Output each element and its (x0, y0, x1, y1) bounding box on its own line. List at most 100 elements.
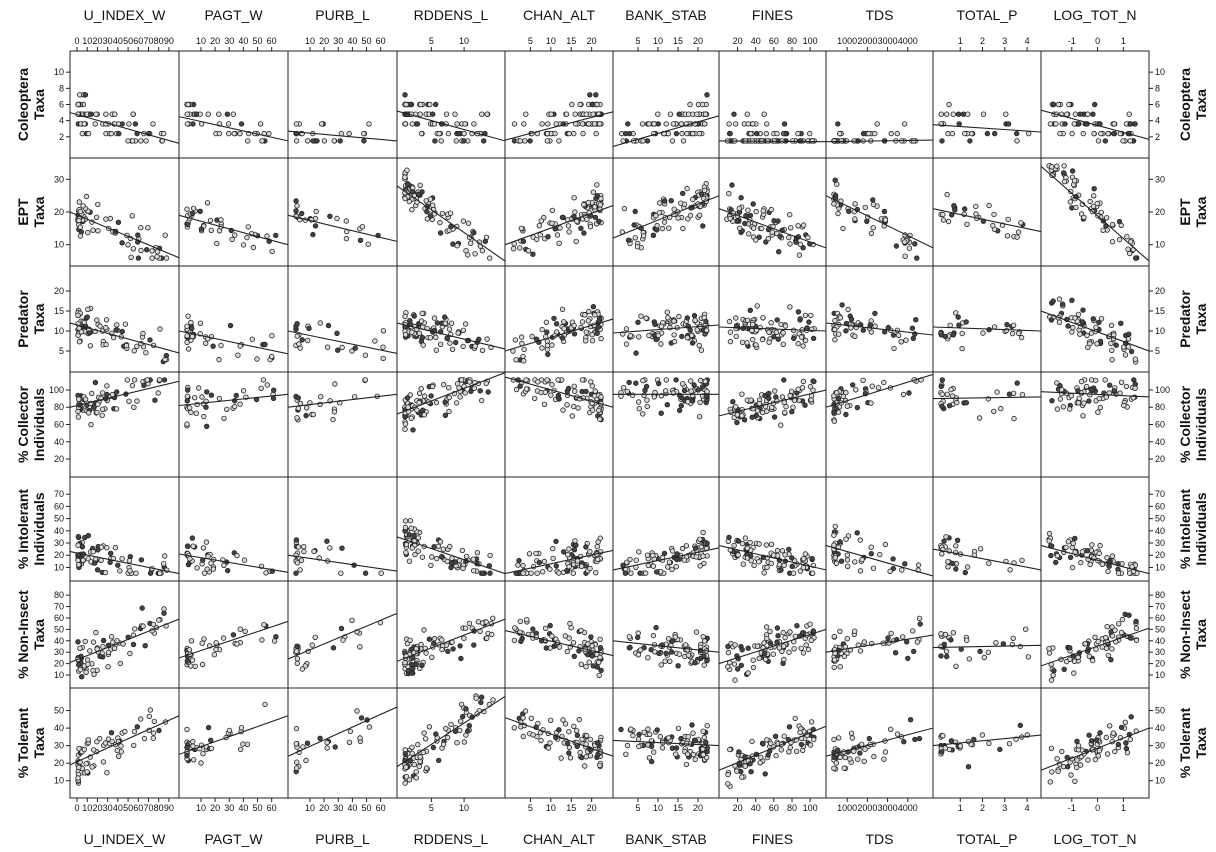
data-point (550, 545, 556, 552)
data-point (346, 130, 352, 137)
x-tick-label: 20 (693, 36, 703, 46)
panel-points (933, 310, 1041, 352)
data-point (938, 332, 945, 338)
data-point (1068, 393, 1074, 399)
data-point (745, 207, 751, 213)
data-point (1050, 672, 1056, 678)
data-point (143, 246, 150, 253)
data-point (831, 657, 838, 663)
fit-line (397, 322, 505, 350)
data-point (204, 566, 210, 572)
scatter-panel (825, 265, 934, 373)
data-point (1069, 329, 1075, 335)
data-point (984, 130, 991, 137)
data-point (671, 206, 677, 212)
data-point (124, 377, 130, 383)
fit-line (1041, 544, 1149, 575)
data-point (800, 378, 807, 385)
data-point (117, 660, 123, 667)
data-point (293, 765, 300, 771)
data-point (1120, 138, 1126, 144)
data-point (780, 341, 786, 347)
data-point (697, 536, 703, 542)
data-point (1015, 229, 1022, 235)
x-tick-label: 1000 (837, 803, 857, 813)
data-point (946, 403, 953, 409)
scatter-panel (932, 157, 1042, 267)
data-point (945, 564, 951, 570)
fit-line (288, 214, 397, 242)
x-tick-label: 1 (1121, 36, 1126, 46)
panel-points (826, 121, 933, 144)
data-point (690, 196, 696, 203)
x-tick-label: 0 (75, 36, 80, 46)
x-tick-label: 50 (362, 803, 372, 813)
data-point (636, 334, 642, 340)
x-tick-label: 4000 (898, 803, 918, 813)
data-point (1109, 357, 1115, 363)
data-point (644, 397, 650, 403)
data-point (184, 387, 191, 393)
data-point (689, 332, 695, 339)
data-point (646, 755, 653, 761)
panel-points (70, 377, 179, 428)
data-point (131, 377, 138, 383)
data-point (561, 549, 567, 555)
data-point (654, 727, 660, 733)
data-point (754, 408, 761, 414)
data-point (843, 536, 849, 542)
x-tick-label: 20 (693, 803, 703, 813)
data-point (860, 130, 867, 137)
row-header-left: EPTTaxa (15, 196, 47, 227)
data-point (553, 321, 560, 327)
panel-points (179, 200, 288, 255)
data-point (733, 121, 739, 127)
row-header-left: % IntolerantIndividuals (15, 489, 47, 569)
data-point (1014, 130, 1020, 137)
data-point (1128, 348, 1135, 355)
y-tick-label: 40 (1155, 526, 1165, 536)
x-tick-label: 20 (587, 803, 597, 813)
data-point (766, 329, 772, 335)
data-point (745, 670, 751, 676)
data-point (442, 412, 449, 418)
data-point (191, 395, 198, 401)
y-tick-label: 60 (1155, 501, 1165, 511)
data-point (742, 535, 749, 541)
column-header-bottom: RDDENS_L (414, 831, 489, 847)
column-header-top: FINES (752, 7, 793, 23)
panel-frame (612, 157, 720, 267)
data-point (522, 708, 529, 714)
data-point (543, 645, 549, 651)
data-point (237, 130, 243, 137)
data-point (520, 733, 526, 740)
column-header-top: PAGT_W (204, 7, 263, 23)
data-point (113, 327, 119, 333)
panel-points (179, 535, 288, 576)
data-point (1050, 298, 1056, 304)
data-point (437, 539, 444, 545)
data-point (573, 238, 579, 245)
data-point (700, 746, 706, 752)
data-point (675, 215, 681, 221)
data-point (324, 344, 331, 350)
data-point (586, 659, 592, 665)
data-point (597, 654, 603, 661)
data-point (756, 234, 762, 240)
data-point (1072, 111, 1079, 117)
data-point (131, 728, 138, 735)
data-point (727, 215, 733, 222)
data-point (189, 333, 196, 340)
data-point (1118, 320, 1124, 326)
data-point (726, 318, 733, 325)
data-point (1087, 198, 1093, 205)
data-point (753, 208, 759, 215)
data-point (372, 338, 378, 344)
data-point (96, 735, 103, 742)
panel-frame (825, 580, 934, 689)
data-point (102, 740, 109, 746)
data-point (973, 203, 979, 210)
data-point (678, 735, 684, 742)
data-point (572, 209, 578, 215)
scatter-panel (1040, 476, 1150, 582)
